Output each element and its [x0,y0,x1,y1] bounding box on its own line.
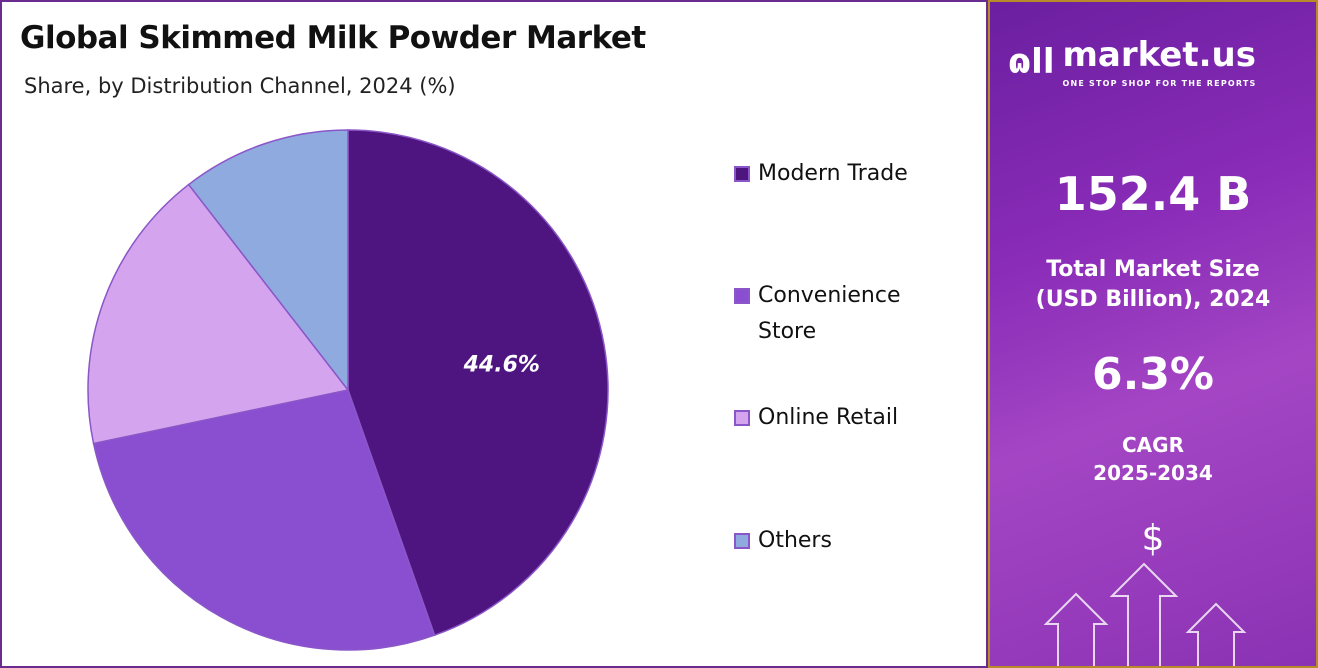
data-label: 44.6% [463,353,540,378]
market-size-label-1: Total Market Size [1046,257,1260,282]
legend-label: Online Retail [758,405,899,430]
legend-item-online-retail: Online Retail [734,400,954,436]
legend-item-convenience-store: Convenience Store [734,278,954,350]
chart-subtitle: Share, by Distribution Channel, 2024 (%) [24,74,456,98]
market-size-value: 152.4 B [1054,167,1252,221]
pie-slice-online-retail [87,183,350,445]
legend-swatch [734,410,750,426]
arrow-up-icon [1043,562,1247,666]
market-us-logo: ɷll market.us ONE STOP SHOP FOR THE REPO… [1008,34,1257,90]
pie-slice-modern-trade [347,129,609,637]
legend-swatch [734,166,750,182]
pie-slice-others [187,129,349,393]
brand-tagline: ONE STOP SHOP FOR THE REPORTS [1062,79,1257,88]
market-us-logo-icon: ɷll [1008,42,1055,82]
pie-slice-convenience-store [92,389,436,651]
brand-name: market.us [1062,35,1256,75]
legend-swatch [734,288,750,304]
chart-panel: Global Skimmed Milk Powder Market Share,… [0,0,988,668]
cagr-label-2: 2025-2034 [1093,461,1213,485]
cagr-label-1: CAGR [1122,433,1184,457]
legend-swatch [734,533,750,549]
pie-chart: 44.6% [87,129,609,651]
dollar-icon: $ [1141,518,1165,559]
legend-label: Convenience Store [758,283,901,344]
legend-item-modern-trade: Modern Trade [734,156,954,192]
legend-item-others: Others [734,523,954,559]
market-size-label-2: (USD Billion), 2024 [1035,287,1271,312]
chart-title: Global Skimmed Milk Powder Market [20,20,646,56]
cagr-value: 6.3% [1091,349,1215,400]
legend-label: Others [758,528,832,553]
legend-label: Modern Trade [758,161,908,186]
summary-panel: ɷll market.us ONE STOP SHOP FOR THE REPO… [988,0,1318,668]
